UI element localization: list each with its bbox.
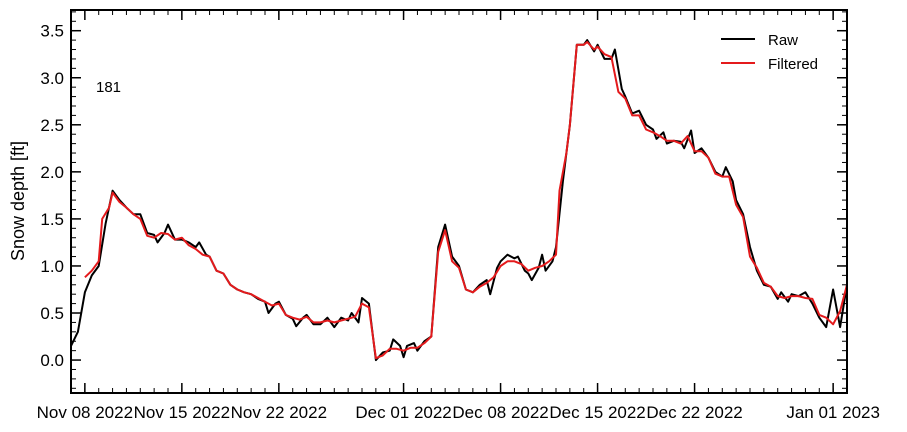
series-line-raw — [70, 39, 848, 362]
legend-filtered-label: Filtered — [768, 56, 818, 73]
x-tick-label: Nov 22 2022 — [231, 403, 327, 422]
series-line-filtered — [84, 41, 848, 360]
x-tick-label: Dec 15 2022 — [549, 403, 645, 422]
y-tick-labels: 0.0 0.5 1.0 1.5 2.0 2.5 3.0 3.5 — [40, 22, 64, 370]
y-tick-label: 0.5 — [40, 304, 64, 323]
series-lines — [70, 39, 848, 362]
y-axis-label: Snow depth [ft] — [8, 141, 28, 261]
x-tick-label: Jan 01 2023 — [786, 403, 880, 422]
x-tick-label: Dec 22 2022 — [646, 403, 742, 422]
x-tick-labels: Nov 08 2022 Nov 15 2022 Nov 22 2022 Dec 01 … — [37, 403, 880, 422]
y-tick-label: 1.5 — [40, 210, 64, 229]
y-tick-label: 2.0 — [40, 163, 64, 182]
legend: Raw Filtered — [721, 32, 818, 73]
legend-raw-label: Raw — [768, 32, 798, 49]
plot-frame — [70, 9, 848, 394]
x-tick-label: Dec 01 2022 — [355, 403, 451, 422]
y-tick-label: 3.0 — [40, 69, 64, 88]
axis-ticks — [70, 10, 848, 393]
y-tick-label: 2.5 — [40, 116, 64, 135]
x-tick-label: Nov 15 2022 — [134, 403, 230, 422]
y-tick-label: 3.5 — [40, 22, 64, 41]
x-tick-label: Dec 08 2022 — [452, 403, 548, 422]
x-tick-label: Nov 08 2022 — [37, 403, 133, 422]
y-tick-label: 1.0 — [40, 257, 64, 276]
annotation-181: 181 — [96, 79, 121, 96]
y-tick-label: 0.0 — [40, 351, 64, 370]
